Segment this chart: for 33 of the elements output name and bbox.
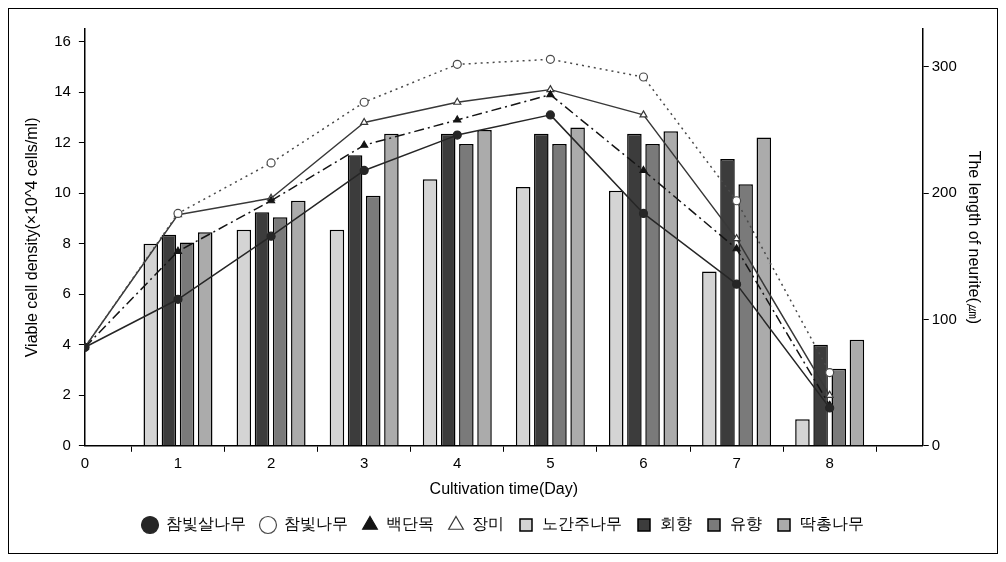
y-tick-label: 16 xyxy=(54,31,71,49)
x-tick-label: 7 xyxy=(732,453,741,471)
x-tick-label: 3 xyxy=(360,453,369,471)
x-tick-label: 1 xyxy=(173,453,183,471)
x-tick-label: 6 xyxy=(639,453,648,471)
legend-label: 참빛나무 xyxy=(284,515,348,533)
y-tick-label: 12 xyxy=(54,132,71,150)
y-tick-label: 10 xyxy=(54,183,71,201)
y2-tick-label: 0 xyxy=(931,435,941,453)
x-tick-label: 5 xyxy=(546,453,555,471)
y2-tick-label: 100 xyxy=(931,309,957,327)
y-tick-label: 4 xyxy=(62,334,71,352)
legend-label: 노간주나무 xyxy=(542,515,622,533)
y-axis-title: Viable cell density(×10^4 cells/ml) xyxy=(23,117,41,358)
y-tick-label: 2 xyxy=(62,385,71,403)
x-axis-title: Cultivation time(Day) xyxy=(429,479,579,497)
y2-tick-label: 300 xyxy=(931,57,957,75)
y-tick-label: 8 xyxy=(62,233,71,251)
x-tick-label: 4 xyxy=(453,453,462,471)
y-tick-label: 14 xyxy=(54,82,71,100)
y-tick-label: 6 xyxy=(62,284,71,302)
y-tick-label: 0 xyxy=(62,435,71,453)
legend-label: 백단목 xyxy=(386,515,434,533)
legend-label: 참빛살나무 xyxy=(166,515,246,533)
y2-axis-title: The length of neurite(㎛) xyxy=(965,150,983,325)
legend-label: 딱총나무 xyxy=(800,515,864,533)
legend-label: 장미 xyxy=(472,515,504,533)
y2-tick-label: 200 xyxy=(931,183,957,201)
x-tick-label: 0 xyxy=(80,453,90,471)
x-tick-label: 2 xyxy=(266,453,276,471)
legend-label: 회향 xyxy=(660,515,692,533)
legend-label: 유향 xyxy=(730,515,762,533)
x-tick-label: 8 xyxy=(825,453,834,471)
